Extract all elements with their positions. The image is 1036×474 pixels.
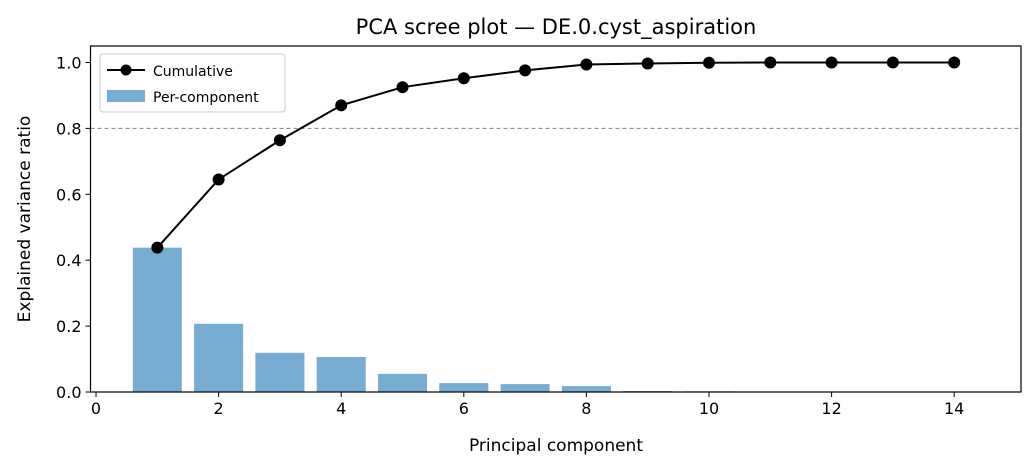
bar-pc-6 bbox=[439, 383, 488, 392]
x-tick-label: 0 bbox=[91, 399, 101, 418]
bar-pc-7 bbox=[501, 384, 550, 392]
cumulative-point-7 bbox=[519, 64, 531, 76]
cumulative-point-14 bbox=[948, 56, 960, 68]
bar-pc-2 bbox=[194, 324, 243, 392]
cumulative-point-8 bbox=[580, 58, 592, 70]
cumulative-point-4 bbox=[335, 99, 347, 111]
legend-bar-swatch bbox=[107, 90, 145, 102]
cumulative-point-2 bbox=[213, 173, 225, 185]
x-tick-label: 2 bbox=[214, 399, 224, 418]
legend: Cumulative Per-component bbox=[100, 54, 285, 112]
cumulative-point-6 bbox=[458, 72, 470, 84]
y-tick-label: 0.4 bbox=[56, 251, 81, 270]
cumulative-point-12 bbox=[826, 56, 838, 68]
cumulative-point-13 bbox=[887, 56, 899, 68]
x-axis-label: Principal component bbox=[469, 436, 643, 456]
y-tick-label: 0.8 bbox=[56, 119, 81, 138]
bar-pc-5 bbox=[378, 374, 427, 392]
cumulative-point-5 bbox=[397, 81, 409, 93]
x-tick-label: 14 bbox=[944, 399, 964, 418]
legend-label-per-component: Per-component bbox=[153, 90, 259, 106]
chart-title: PCA scree plot — DE.0.cyst_aspiration bbox=[356, 15, 757, 40]
y-tick-label: 0.0 bbox=[56, 383, 81, 402]
x-tick-label: 12 bbox=[821, 399, 841, 418]
x-tick-label: 8 bbox=[581, 399, 591, 418]
y-tick-label: 1.0 bbox=[56, 53, 81, 72]
bar-pc-1 bbox=[133, 248, 182, 392]
y-tick-label: 0.6 bbox=[56, 185, 81, 204]
cumulative-point-9 bbox=[642, 57, 654, 69]
y-axis-label: Explained variance ratio bbox=[15, 116, 35, 323]
cumulative-point-3 bbox=[274, 134, 286, 146]
cumulative-point-10 bbox=[703, 57, 715, 69]
x-tick-label: 10 bbox=[699, 399, 719, 418]
legend-label-cumulative: Cumulative bbox=[153, 64, 233, 80]
cumulative-point-11 bbox=[764, 56, 776, 68]
bar-pc-4 bbox=[317, 357, 366, 392]
legend-marker-swatch bbox=[121, 65, 132, 76]
x-tick-label: 6 bbox=[459, 399, 469, 418]
bar-pc-3 bbox=[255, 353, 304, 392]
x-tick-label: 4 bbox=[336, 399, 346, 418]
y-tick-label: 0.2 bbox=[56, 317, 81, 336]
bar-pc-8 bbox=[562, 386, 611, 392]
cumulative-point-1 bbox=[151, 242, 163, 254]
